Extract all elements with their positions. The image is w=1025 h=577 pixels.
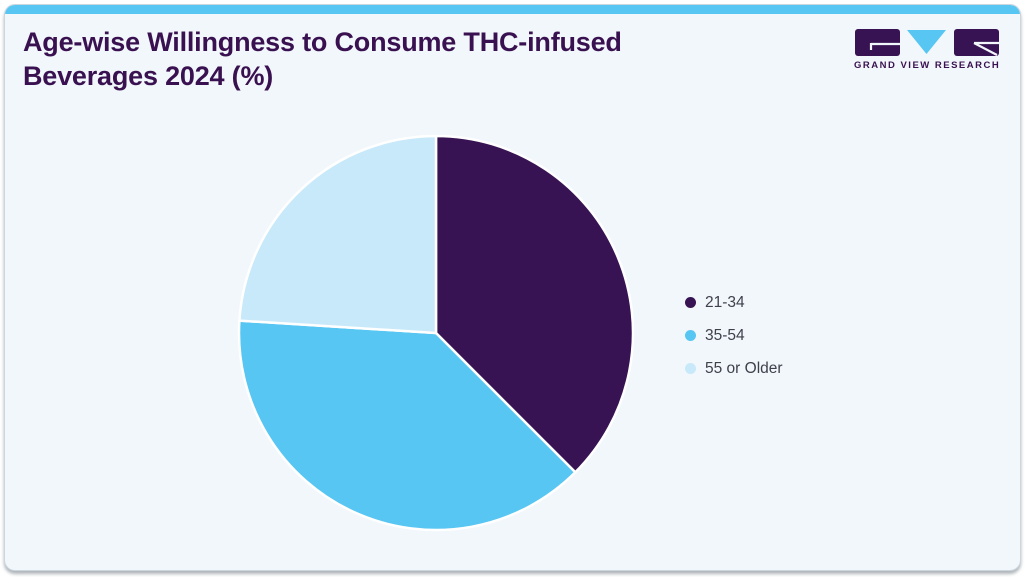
logo-r-icon xyxy=(954,29,999,56)
legend-label: 35-54 xyxy=(705,326,745,344)
legend-item: 21-34 xyxy=(685,292,783,313)
grand-view-research-logo: GRAND VIEW RESEARCH xyxy=(854,29,1000,71)
chart-card: Age-wise Willingness to Consume THC-infu… xyxy=(4,4,1021,571)
legend-item: 35-54 xyxy=(685,325,783,346)
page-title: Age-wise Willingness to Consume THC-infu… xyxy=(23,27,622,91)
pie-slice-55-or-older xyxy=(238,134,438,335)
logo-g-icon xyxy=(855,29,900,56)
legend-dot xyxy=(685,297,696,308)
logo-v-icon xyxy=(907,30,946,54)
gvr-logo-icon xyxy=(855,29,999,56)
pie-chart xyxy=(237,134,635,532)
pie-slice-21-34 xyxy=(434,134,635,474)
logo-wordmark: GRAND VIEW RESEARCH xyxy=(854,60,1001,71)
legend: 21-34 35-54 55 or Older xyxy=(685,292,783,379)
top-accent-bar xyxy=(5,5,1020,14)
legend-item: 55 or Older xyxy=(685,358,783,379)
legend-label: 21-34 xyxy=(705,293,745,311)
legend-label: 55 or Older xyxy=(705,359,783,377)
pie-slice-35-54 xyxy=(237,319,577,532)
legend-dot xyxy=(685,363,696,374)
legend-dot xyxy=(685,330,696,341)
